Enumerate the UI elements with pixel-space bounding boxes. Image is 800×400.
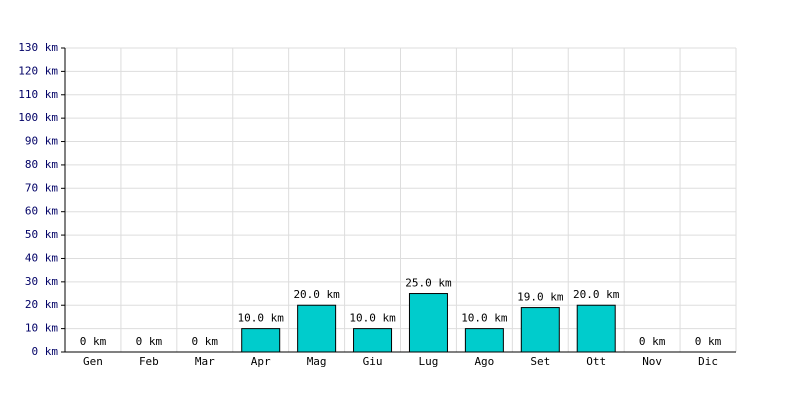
x-tick-label: Gen	[83, 355, 103, 368]
data-label: 20.0 km	[573, 288, 620, 301]
bar	[241, 328, 281, 353]
y-tick-label: 30 km	[25, 275, 58, 288]
x-tick-label: Dic	[698, 355, 718, 368]
y-tick-label: 110 km	[18, 88, 58, 101]
y-tick-label: 0 km	[32, 345, 59, 358]
data-label: 20.0 km	[293, 288, 340, 301]
data-label: 0 km	[695, 335, 722, 348]
y-tick-label: 70 km	[25, 181, 58, 194]
data-label: 0 km	[80, 335, 107, 348]
bar	[464, 328, 504, 353]
data-label: 25.0 km	[405, 277, 452, 290]
bar	[297, 304, 337, 353]
data-label: 0 km	[639, 335, 666, 348]
bar	[408, 293, 448, 353]
x-tick-label: Set	[530, 355, 550, 368]
x-tick-label: Feb	[139, 355, 159, 368]
data-label: 10.0 km	[461, 312, 508, 325]
y-tick-label: 40 km	[25, 251, 58, 264]
data-label: 0 km	[192, 335, 219, 348]
data-label: 10.0 km	[349, 312, 396, 325]
y-tick-label: 130 km	[18, 41, 58, 54]
y-tick-label: 100 km	[18, 111, 58, 124]
x-tick-label: Nov	[642, 355, 662, 368]
y-tick-label: 120 km	[18, 64, 58, 77]
x-tick-label: Apr	[251, 355, 271, 368]
x-tick-label: Ago	[474, 355, 494, 368]
x-tick-label: Ott	[586, 355, 606, 368]
y-tick-label: 90 km	[25, 135, 58, 148]
bar	[576, 304, 616, 353]
y-tick-label: 50 km	[25, 228, 58, 241]
x-tick-label: Lug	[419, 355, 439, 368]
bar	[520, 307, 560, 353]
data-label: 0 km	[136, 335, 163, 348]
x-tick-label: Giu	[363, 355, 383, 368]
bar	[353, 328, 393, 353]
y-tick-label: 10 km	[25, 322, 58, 335]
x-tick-label: Mag	[307, 355, 327, 368]
y-tick-label: 60 km	[25, 205, 58, 218]
data-label: 10.0 km	[238, 312, 285, 325]
y-tick-label: 20 km	[25, 298, 58, 311]
data-label: 19.0 km	[517, 291, 564, 304]
y-tick-label: 80 km	[25, 158, 58, 171]
x-tick-label: Mar	[195, 355, 215, 368]
